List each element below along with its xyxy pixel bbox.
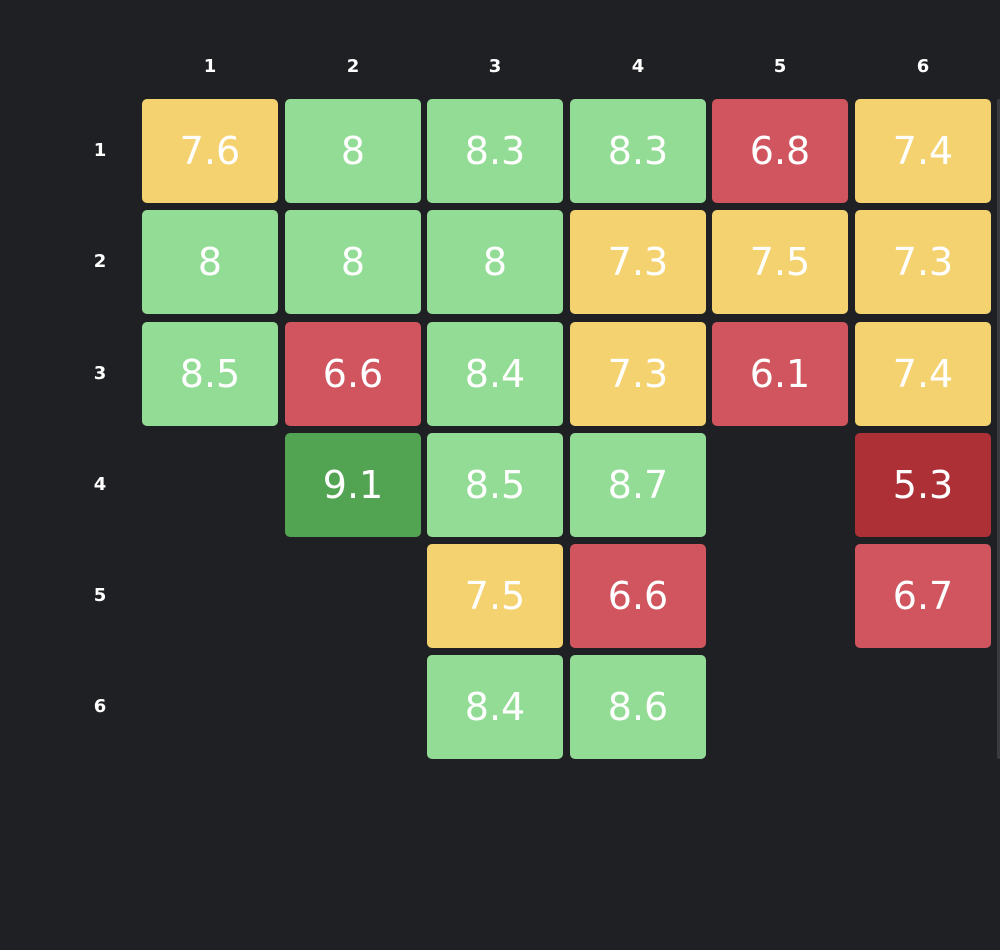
rating-cell[interactable]: 5.3 [855, 433, 991, 537]
rating-cell[interactable]: 7.3 [855, 210, 991, 314]
rating-cell[interactable]: 6.6 [285, 322, 421, 426]
rating-cell[interactable]: 7.5 [712, 210, 848, 314]
next-column-edge [997, 99, 1000, 759]
rating-cell[interactable]: 8.4 [427, 655, 563, 759]
row-header-5: 5 [93, 585, 107, 606]
column-header-5: 5 [773, 56, 787, 77]
rating-cell[interactable]: 8.6 [570, 655, 706, 759]
rating-cell[interactable]: 7.5 [427, 544, 563, 648]
row-header-3: 3 [93, 363, 107, 384]
rating-cell[interactable]: 6.7 [855, 544, 991, 648]
rating-cell[interactable]: 8.3 [427, 99, 563, 203]
rating-cell[interactable]: 8.3 [570, 99, 706, 203]
rating-cell[interactable]: 8 [142, 210, 278, 314]
rating-cell[interactable]: 9.1 [285, 433, 421, 537]
rating-cell[interactable]: 8 [285, 99, 421, 203]
column-header-4: 4 [631, 56, 645, 77]
row-header-1: 1 [93, 140, 107, 161]
rating-cell[interactable]: 8.5 [427, 433, 563, 537]
rating-cell[interactable]: 7.3 [570, 322, 706, 426]
row-header-4: 4 [93, 474, 107, 495]
row-header-2: 2 [93, 251, 107, 272]
rating-cell[interactable]: 8.4 [427, 322, 563, 426]
rating-cell[interactable]: 8 [285, 210, 421, 314]
rating-cell[interactable]: 6.8 [712, 99, 848, 203]
row-header-6: 6 [93, 696, 107, 717]
rating-cell[interactable]: 7.4 [855, 99, 991, 203]
column-header-2: 2 [346, 56, 360, 77]
rating-cell[interactable]: 6.1 [712, 322, 848, 426]
column-header-1: 1 [203, 56, 217, 77]
rating-cell[interactable]: 8 [427, 210, 563, 314]
rating-cell[interactable]: 8.5 [142, 322, 278, 426]
rating-cell[interactable]: 7.3 [570, 210, 706, 314]
column-header-6: 6 [916, 56, 930, 77]
rating-cell[interactable]: 7.4 [855, 322, 991, 426]
column-header-3: 3 [488, 56, 502, 77]
rating-cell[interactable]: 7.6 [142, 99, 278, 203]
rating-cell[interactable]: 6.6 [570, 544, 706, 648]
rating-cell[interactable]: 8.7 [570, 433, 706, 537]
